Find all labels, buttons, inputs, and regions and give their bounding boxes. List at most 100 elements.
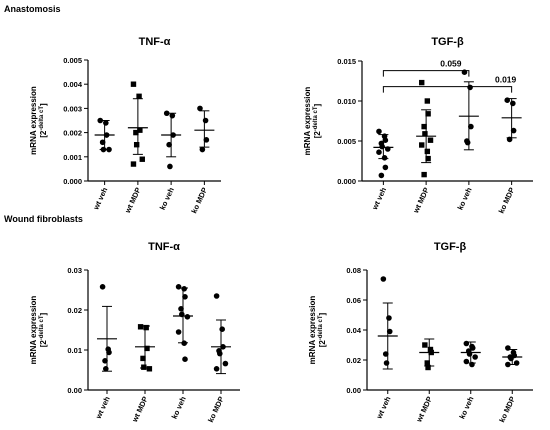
data-point xyxy=(102,358,108,364)
data-point xyxy=(427,346,434,353)
y-tick-label: 0.000 xyxy=(63,177,82,186)
data-point xyxy=(143,324,149,331)
y-axis-unit: [2-delta cT] xyxy=(39,312,48,347)
y-axis-label: mRNA expression xyxy=(308,296,317,365)
data-point xyxy=(422,131,428,137)
data-point xyxy=(472,354,478,360)
data-point xyxy=(425,155,431,162)
data-point xyxy=(130,81,137,87)
data-point xyxy=(166,141,172,148)
y-tick-label: 0.004 xyxy=(63,80,83,89)
data-point xyxy=(213,366,220,372)
data-point xyxy=(197,105,203,112)
data-point xyxy=(386,328,393,335)
data-point xyxy=(382,137,389,143)
data-point xyxy=(379,143,385,150)
y-tick-label: 0.03 xyxy=(67,266,82,275)
x-tick-label: ko veh xyxy=(158,186,176,212)
y-axis-unit: [2-delta cT] xyxy=(39,103,48,138)
x-tick-label: wt veh xyxy=(93,395,112,421)
y-tick-label: 0.005 xyxy=(337,137,356,146)
y-tick-label: 0.00 xyxy=(67,386,82,395)
y-tick-label: 0.003 xyxy=(63,104,82,113)
data-point xyxy=(175,329,182,335)
y-tick-label: 0.001 xyxy=(63,153,82,162)
p-value-label: 0.059 xyxy=(440,59,462,69)
data-point xyxy=(424,360,430,366)
chart-title: TGF-β xyxy=(434,241,467,253)
x-tick-label: wt MDP xyxy=(414,395,434,424)
data-point xyxy=(422,342,428,348)
data-point xyxy=(178,306,184,312)
section-label-wound-fibroblasts: Wound fibroblasts xyxy=(4,214,83,224)
data-point xyxy=(130,161,137,167)
chart-title: TNF-α xyxy=(139,36,171,48)
data-point xyxy=(381,155,388,161)
data-point xyxy=(378,172,385,179)
y-tick-label: 0.04 xyxy=(346,326,361,335)
p-value-label: 0.019 xyxy=(495,75,517,85)
y-tick-label: 0.002 xyxy=(63,129,82,138)
data-point xyxy=(213,293,220,299)
data-point xyxy=(199,146,206,153)
data-point xyxy=(99,284,106,290)
x-tick-label: ko MDP xyxy=(497,395,517,424)
data-point xyxy=(382,164,389,171)
y-tick-label: 0.02 xyxy=(346,356,361,365)
data-point xyxy=(99,139,106,146)
y-tick-label: 0.00 xyxy=(346,386,361,395)
x-tick-label: wt veh xyxy=(91,186,110,212)
data-point xyxy=(467,84,473,91)
y-tick-label: 0.06 xyxy=(346,296,361,305)
section-label-anastomosis: Anastomosis xyxy=(4,4,61,14)
x-tick-label: wt MDP xyxy=(130,395,150,424)
significance-bracket xyxy=(382,86,513,93)
y-tick-label: 0.015 xyxy=(337,57,356,66)
data-point xyxy=(419,142,425,148)
data-point xyxy=(202,117,209,124)
data-point xyxy=(175,284,182,290)
chart-title: TNF-α xyxy=(148,241,180,253)
x-tick-label: wt MDP xyxy=(123,186,143,215)
data-point xyxy=(217,350,223,357)
y-axis-unit: [2-delta cT] xyxy=(318,312,327,347)
data-point xyxy=(139,156,145,162)
data-point xyxy=(510,127,517,134)
data-point xyxy=(427,137,434,143)
data-point xyxy=(137,324,144,330)
data-point xyxy=(376,149,382,155)
x-tick-label: wt veh xyxy=(370,186,389,212)
x-tick-label: ko veh xyxy=(457,395,475,421)
data-point xyxy=(184,314,191,320)
data-point xyxy=(137,127,143,133)
y-axis-label: mRNA expression xyxy=(29,296,38,365)
data-point xyxy=(510,100,516,107)
chart-title: TGF-β xyxy=(431,36,464,48)
data-point xyxy=(421,171,427,178)
data-point xyxy=(380,276,387,282)
data-point xyxy=(421,123,427,130)
data-point xyxy=(219,326,225,333)
data-point xyxy=(144,345,150,352)
y-tick-label: 0.010 xyxy=(337,97,356,106)
data-point xyxy=(136,93,142,99)
data-point xyxy=(419,79,425,86)
data-point xyxy=(182,294,188,300)
data-point xyxy=(425,111,431,117)
chart-panel-1: TGF-β 0.000 0.005 0.010 0.015 mRNA expression… xyxy=(303,36,533,215)
y-tick-label: 0.01 xyxy=(67,346,82,355)
x-tick-label: wt veh xyxy=(374,395,393,421)
y-axis-label: mRNA expression xyxy=(29,86,38,155)
data-point xyxy=(106,349,112,356)
x-tick-label: ko veh xyxy=(455,186,473,212)
data-point xyxy=(203,137,210,143)
data-point xyxy=(182,356,188,363)
data-point xyxy=(141,364,147,370)
data-point xyxy=(424,148,431,155)
y-tick-label: 0.08 xyxy=(346,266,361,275)
data-point xyxy=(386,315,392,321)
data-point xyxy=(464,139,471,146)
y-tick-label: 0.005 xyxy=(63,56,82,65)
data-point xyxy=(382,351,389,357)
chart-panel-0: TNF-α 0.000 0.001 0.002 0.003 0.004 0.005 mRNA … xyxy=(29,36,221,215)
